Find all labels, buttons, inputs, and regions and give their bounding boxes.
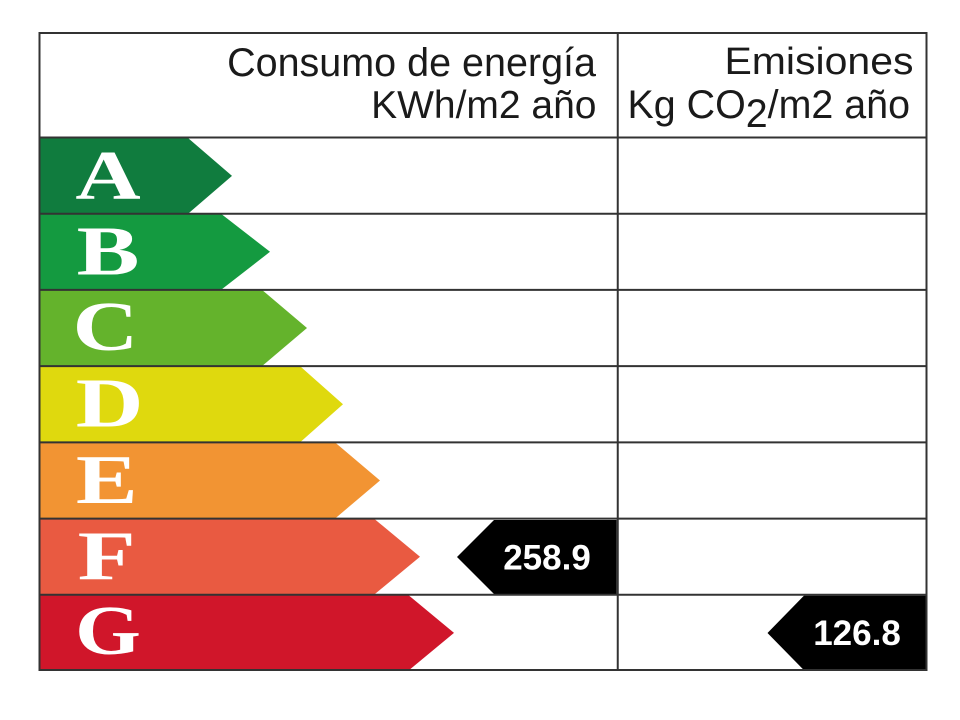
svg-text:C: C — [73, 288, 139, 366]
svg-text:F: F — [78, 518, 136, 595]
svg-text:Consumo de energía: Consumo de energía — [227, 41, 596, 85]
svg-text:Emisiones: Emisiones — [724, 40, 913, 82]
svg-text:126.8: 126.8 — [813, 614, 901, 653]
svg-text:G: G — [75, 592, 141, 670]
svg-text:KWh/m2 año: KWh/m2 año — [371, 84, 596, 127]
svg-text:A: A — [75, 138, 140, 215]
svg-text:258.9: 258.9 — [503, 539, 591, 578]
svg-text:B: B — [77, 212, 140, 290]
svg-text:E: E — [76, 441, 138, 519]
svg-text:D: D — [76, 364, 144, 442]
